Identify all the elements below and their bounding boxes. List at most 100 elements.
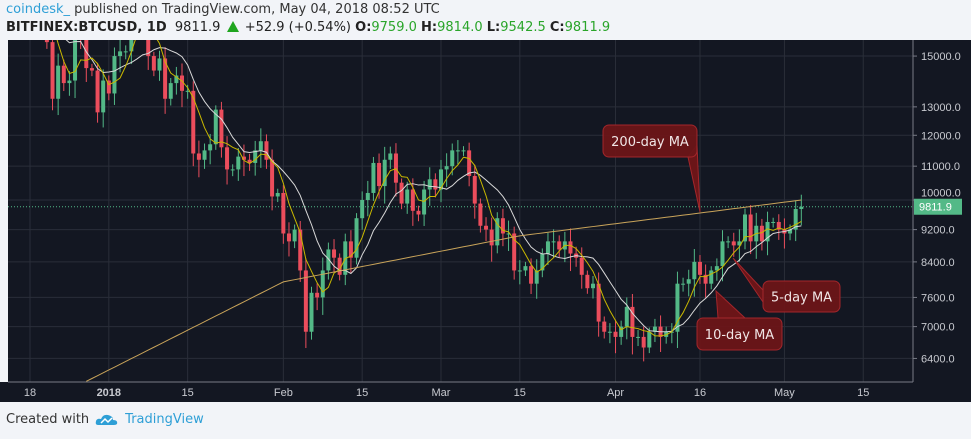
candle-body: [636, 336, 641, 338]
candle-body: [506, 233, 511, 235]
author-link[interactable]: coindesk_: [6, 2, 71, 17]
candle-body: [230, 169, 235, 171]
y-tick-label: 9200.0: [921, 225, 955, 237]
candle-body: [619, 326, 624, 337]
candle-body: [320, 270, 325, 298]
candle-body: [799, 206, 804, 209]
x-tick-label: 16: [694, 387, 706, 399]
candle-body: [354, 218, 359, 258]
candle-body: [714, 266, 719, 271]
candle-body: [585, 274, 590, 289]
y-tick-label: 15000.0: [921, 51, 961, 63]
candle-body: [607, 331, 612, 333]
y-tick-label: 12000.0: [921, 130, 961, 142]
candle-body: [303, 270, 308, 332]
candle-body: [512, 233, 517, 271]
callout-label: 5-day MA: [771, 291, 832, 306]
candle-body: [478, 203, 483, 226]
candle-body: [720, 241, 725, 267]
candle-body: [410, 189, 415, 211]
candle-body: [146, 40, 151, 57]
candle-body: [258, 141, 263, 151]
symbol-label: BITFINEX:BTCUSD, 1D: [6, 20, 167, 35]
candle-body: [444, 166, 449, 170]
candle-body: [163, 58, 168, 99]
candle-body: [73, 40, 78, 81]
y-tick-label: 6400.0: [921, 353, 955, 365]
candle-body: [298, 229, 303, 271]
callout-label: 200-day MA: [611, 135, 689, 150]
candle-body: [174, 75, 179, 84]
candle-body: [264, 141, 269, 160]
candle-body: [788, 229, 793, 234]
candle-body: [765, 221, 770, 242]
callout-box: [696, 317, 783, 351]
candle-body: [726, 241, 731, 243]
candle-body: [101, 80, 106, 113]
candle-body: [56, 65, 61, 99]
candle-body: [529, 266, 534, 284]
candle-body: [737, 241, 742, 246]
candle-body: [681, 283, 686, 285]
candle-body: [281, 192, 286, 234]
candle-body: [771, 221, 776, 223]
candle-body: [393, 153, 398, 183]
candle-body: [596, 283, 601, 322]
candle-body: [292, 229, 297, 242]
candle-body: [433, 179, 438, 190]
candle-body: [202, 150, 207, 160]
candle-body: [748, 214, 753, 242]
candle-body: [388, 153, 393, 160]
callout-label: 10-day MA: [705, 328, 774, 343]
candle-body: [44, 40, 49, 43]
candle-body: [422, 189, 427, 215]
x-tick-label: Apr: [607, 387, 624, 399]
candle-body: [377, 162, 382, 187]
candle-body: [455, 150, 460, 152]
price-chart[interactable]: 15000.0 13000.0 12000.0 11000.0 10000.0 9200.…: [0, 40, 971, 402]
candle-body: [151, 56, 156, 71]
price-axis-background: [913, 40, 971, 402]
candle-body: [545, 241, 550, 254]
candle-body: [517, 270, 522, 272]
x-tick-label: 15: [857, 387, 869, 399]
candle-body: [405, 189, 410, 204]
y-tick-label: 10000.0: [921, 188, 961, 200]
candle-body: [253, 150, 258, 163]
candle-body: [112, 56, 117, 94]
low-label: L:: [486, 20, 501, 35]
candle-body: [709, 270, 714, 284]
candle-body: [399, 182, 404, 204]
candle-body: [241, 156, 246, 160]
x-tick-label: 18: [24, 387, 36, 399]
candle-body: [495, 218, 500, 246]
candle-body: [270, 159, 275, 197]
y-tick-label: 11000.0: [921, 161, 960, 173]
candle-body: [743, 214, 748, 242]
candle-body: [489, 229, 494, 246]
candle-body: [759, 225, 764, 242]
tradingview-link[interactable]: TradingView: [125, 412, 204, 427]
candle-body: [630, 306, 635, 337]
candle-body: [236, 156, 241, 170]
candle-body: [106, 80, 111, 94]
candle-body: [579, 257, 584, 275]
candle-body: [703, 274, 708, 284]
x-tick-label: 15: [514, 387, 526, 399]
candle-body: [686, 279, 691, 284]
x-tick-label: Mar: [432, 387, 451, 399]
publish-info: coindesk_ published on TradingView.com, …: [6, 2, 440, 17]
candle-body: [697, 261, 702, 275]
up-arrow-icon: [226, 21, 239, 32]
candle-body: [225, 147, 230, 170]
candle-body: [61, 65, 66, 84]
candle-body: [534, 270, 539, 284]
x-tick-label: 15: [182, 387, 194, 399]
candle-body: [196, 153, 201, 160]
close-value: 9811.9: [564, 20, 611, 35]
ma200-line: [86, 199, 802, 382]
candle-body: [591, 283, 595, 289]
candle-body: [776, 221, 781, 230]
candle-body: [84, 40, 89, 69]
candle-body: [461, 150, 466, 152]
